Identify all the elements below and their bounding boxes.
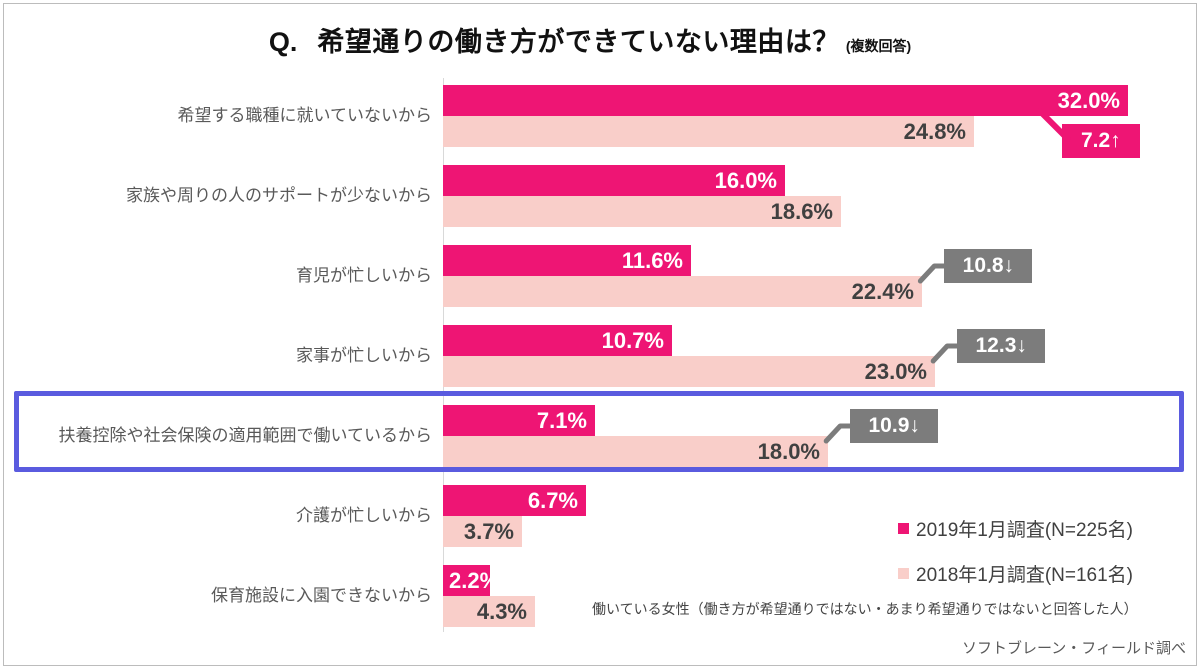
legend-swatch [898, 522, 909, 534]
bar-value-label: 23.0% [864, 359, 927, 384]
bar-current: 11.6% [443, 245, 691, 276]
bar-previous: 4.3% [443, 596, 535, 627]
title-main-text: 希望通りの働き方ができていない理由は？ [317, 27, 840, 57]
legend-swatch [898, 567, 909, 579]
bar-previous: 18.6% [443, 196, 841, 227]
bar-current: 6.7% [443, 485, 586, 516]
legend-item: 2019年1月調査(N=225名) [898, 517, 1134, 541]
diff-badge: 7.2↑ [1061, 124, 1140, 158]
bar-value-label: 22.4% [851, 279, 914, 304]
bar-previous: 24.8% [443, 116, 974, 147]
category-label: 育児が忙しいから [296, 266, 432, 286]
category-label: 家事が忙しいから [296, 346, 432, 366]
bar-value-label: 2.2% [449, 568, 490, 593]
bar-value-label: 32.0% [1057, 88, 1120, 113]
category-label: 扶養控除や社会保険の適用範囲で働いているから [58, 426, 433, 446]
bar-current: 32.0% [443, 85, 1128, 116]
bar-value-label: 11.6% [621, 248, 683, 273]
bar-value-label: 6.7% [527, 488, 578, 513]
legend-label: 2019年1月調査(N=225名) [916, 519, 1134, 541]
badge-connector [930, 343, 962, 364]
bar-current: 2.2% [443, 565, 490, 596]
bar-value-label: 16.0% [714, 168, 777, 193]
survey-footnote: 働いている女性（働き方が希望通りではない・あまり希望通りではないと回答した人） [592, 601, 1138, 617]
bar-previous: 22.4% [443, 276, 922, 307]
source-credit: ソフトブレーン・フィールド調べ [962, 640, 1186, 657]
highlight-outline [14, 391, 1184, 472]
badge-connector [917, 263, 949, 284]
title-note: (複数回答) [845, 38, 912, 54]
category-label: 保育施設に入園できないから [211, 586, 432, 606]
bar-previous: 23.0% [443, 356, 935, 387]
category-label: 介護が忙しいから [296, 506, 432, 526]
bar-value-label: 10.7% [601, 328, 664, 353]
legend-label: 2018年1月調査(N=161名) [916, 564, 1134, 586]
category-label: 希望する職種に就いていないから [177, 106, 433, 126]
title-q-prefix: Q. [268, 27, 298, 57]
bar-value-label: 7.1% [536, 408, 587, 433]
bar-previous: 18.0% [443, 436, 828, 467]
bar-value-label: 18.0% [757, 439, 820, 464]
bar-value-label: 3.7% [463, 519, 514, 544]
diff-badge: 10.9↓ [850, 409, 939, 443]
chart-title: Q. 希望通りの働き方ができていない理由は？ (複数回答) [0, 20, 1180, 59]
bar-current: 16.0% [443, 165, 785, 196]
bar-current: 7.1% [443, 405, 595, 436]
diff-badge: 12.3↓ [957, 329, 1046, 363]
bar-value-label: 24.8% [903, 119, 966, 144]
bar-previous: 3.7% [443, 516, 522, 547]
category-label: 家族や周りの人のサポートが少ないから [126, 186, 432, 206]
legend-item: 2018年1月調査(N=161名) [898, 562, 1134, 586]
bar-value-label: 4.3% [476, 599, 527, 624]
bar-current: 10.7% [443, 325, 672, 356]
diff-badge: 10.8↓ [944, 249, 1033, 283]
bar-value-label: 18.6% [770, 199, 833, 224]
